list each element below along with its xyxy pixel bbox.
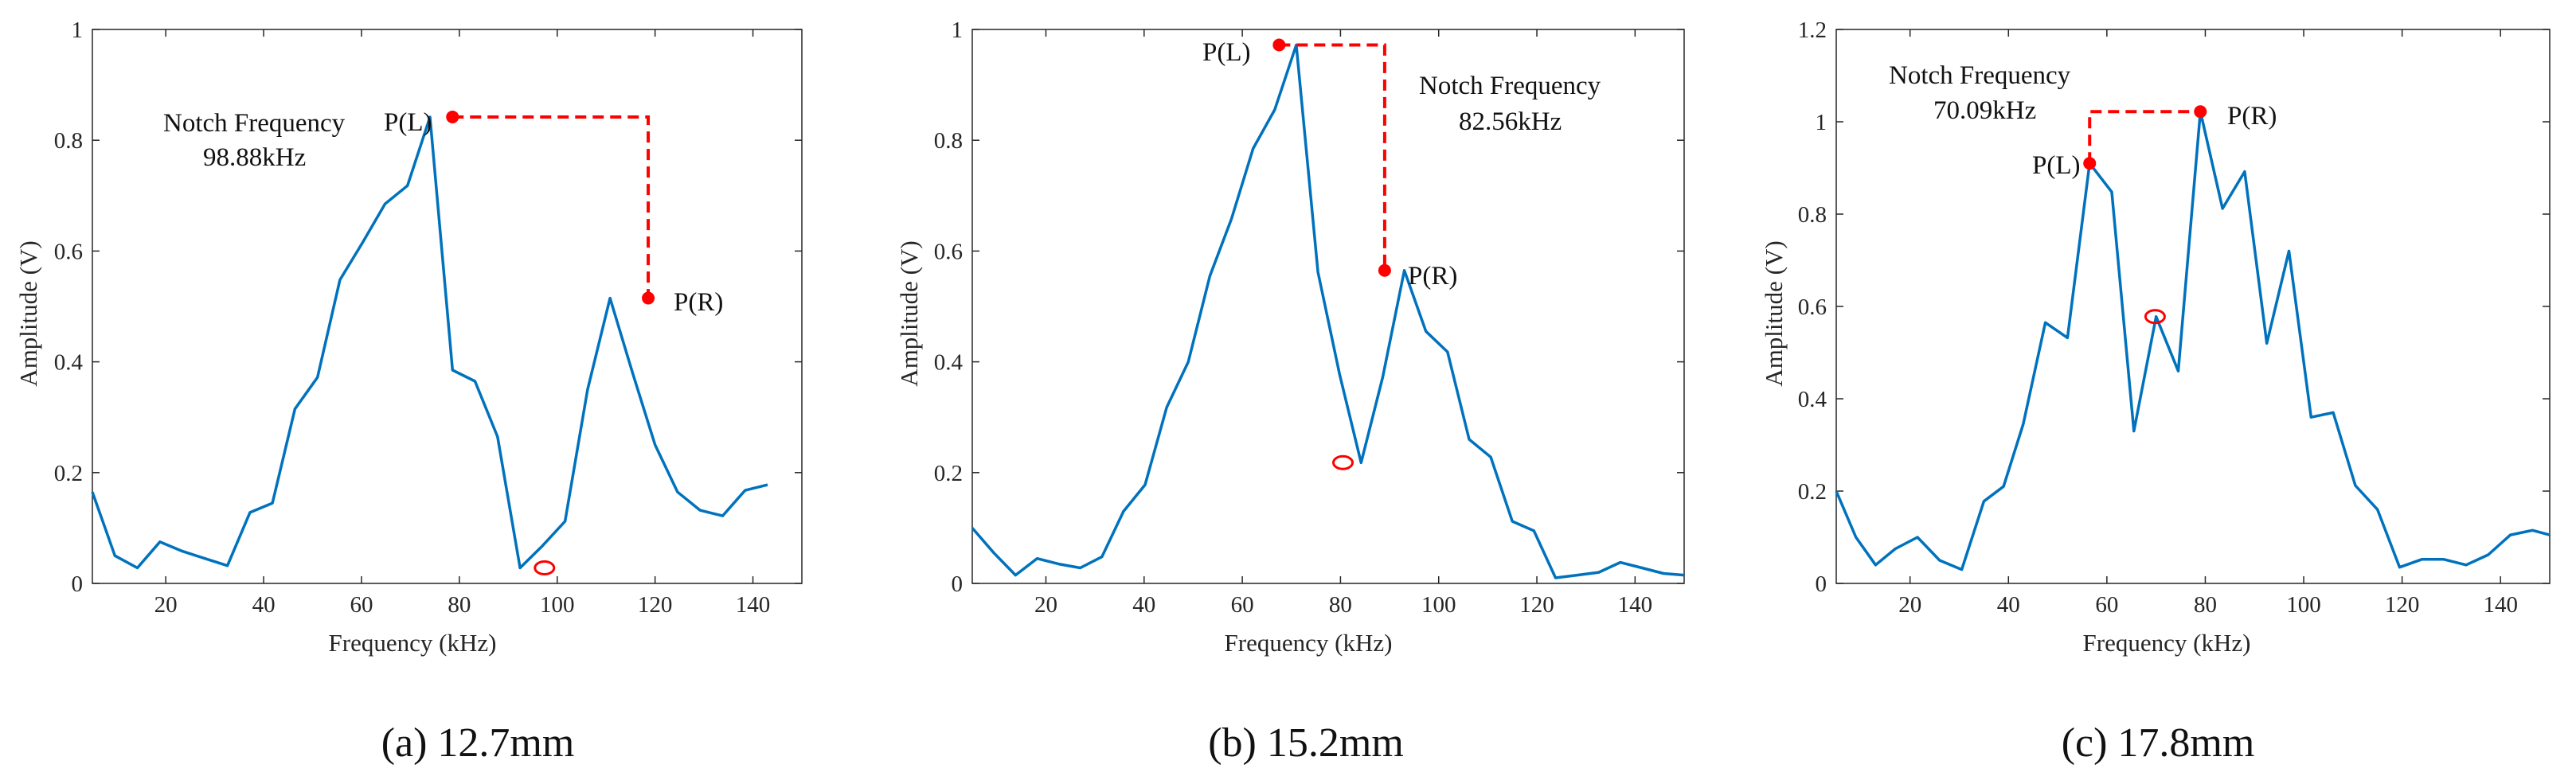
- chart-c-y-tick-label: 0.6: [1798, 294, 1827, 320]
- chart-a-series-line: [91, 115, 768, 570]
- chart-c-notch-marker: [2144, 309, 2166, 325]
- chart-b-x-tick-label: 100: [1421, 592, 1456, 618]
- chart-b-notch-frequency-value: 82.56kHz: [1459, 107, 1562, 136]
- chart-b-x-tick-label: 140: [1618, 592, 1653, 618]
- chart-c-y-tick-label: 0.2: [1798, 479, 1827, 505]
- chart-a-plot-area: 20 40 60 80 100 120 140 0 0.2 0.4 0.6 0.8 1: [54, 18, 803, 618]
- chart-c-x-tick-label: 120: [2385, 592, 2420, 618]
- chart-b-y-tick-label: 0.2: [934, 461, 963, 486]
- chart-b-y-tick-label: 0.8: [934, 128, 963, 154]
- chart-b-x-tick-label: 60: [1231, 592, 1254, 618]
- chart-b-plot-area: 20 40 60 80 100 120 140 0 0.2 0.4 0.6 0.8 1: [934, 18, 1685, 618]
- chart-b-y-axis-label: Amplitude (V): [895, 240, 923, 386]
- chart-a-peak-left-marker: [446, 110, 459, 123]
- chart-c-y-tick-label: 0: [1816, 571, 1827, 597]
- chart-a-y-tick-label: 1: [72, 18, 84, 43]
- chart-c-y-axis-label: Amplitude (V): [1760, 240, 1788, 386]
- chart-a-y-tick-label: 0.8: [54, 128, 83, 154]
- chart-a-notch-frequency-label: Notch Frequency: [163, 109, 346, 138]
- chart-a-x-tick-label: 80: [448, 592, 471, 618]
- chart-b-x-tick-label: 20: [1034, 592, 1057, 618]
- chart-a-notch-marker: [534, 560, 556, 576]
- chart-b-caption: (b) 15.2mm: [1208, 720, 1404, 766]
- chart-c-notch-frequency-label: Notch Frequency: [1889, 61, 2071, 90]
- chart-b-x-tick-label: 80: [1329, 592, 1352, 618]
- chart-c-x-tick-label: 140: [2483, 592, 2518, 618]
- chart-a-x-axis-label: Frequency (kHz): [329, 629, 497, 657]
- chart-a-x-tick-label: 140: [736, 592, 771, 618]
- chart-c-y-tick-label: 0.8: [1798, 202, 1827, 228]
- chart-a-y-tick-label: 0.4: [54, 350, 84, 376]
- chart-a-peak-right-marker: [642, 291, 655, 305]
- chart-c-x-axis-label: Frequency (kHz): [2083, 629, 2251, 657]
- chart-c-plot-area: 20 40 60 80 100 120 140 0 0.2 0.4 0.6 0.8 1 1.2: [1798, 18, 2551, 618]
- chart-b-peak-left-marker: [1272, 38, 1286, 52]
- chart-c-y-tick-label: 1: [1816, 110, 1827, 135]
- chart-b-notch-bracket: [1279, 43, 1386, 271]
- chart-a-notch-frequency-value: 98.88kHz: [203, 143, 306, 172]
- chart-a-y-tick-label: 0.2: [54, 461, 83, 486]
- chart-b-y-tick-label: 0: [952, 571, 964, 597]
- chart-c-notch-bracket: [2088, 110, 2201, 164]
- chart-c-x-tick-label: 80: [2194, 592, 2217, 618]
- chart-a-y-tick-label: 0.6: [54, 239, 83, 264]
- chart-b-x-axis-label: Frequency (kHz): [1225, 629, 1393, 657]
- chart-b-peak-left-label: P(L): [1202, 38, 1251, 67]
- chart-c-x-tick-label: 40: [1997, 592, 2020, 618]
- chart-c-peak-left-label: P(L): [2032, 151, 2081, 180]
- chart-a-notch-bracket: [452, 115, 651, 298]
- chart-a-caption: (a) 12.7mm: [381, 720, 575, 766]
- chart-b-notch-marker: [1331, 454, 1354, 470]
- chart-a-x-tick-label: 60: [350, 592, 373, 618]
- chart-c-peak-right-label: P(R): [2227, 102, 2277, 131]
- chart-a-y-axis-label: Amplitude (V): [14, 240, 42, 386]
- chart-b-peak-right-marker: [1378, 263, 1391, 277]
- chart-c-series-line: [1835, 110, 2551, 571]
- chart-a-x-tick-label: 40: [252, 592, 276, 618]
- chart-c-x-tick-label: 20: [1898, 592, 1921, 618]
- chart-a-x-tick-label: 100: [540, 592, 575, 618]
- chart-a-peak-right-label: P(R): [674, 288, 723, 317]
- chart-a-peak-left-label: P(L): [384, 108, 432, 137]
- chart-b-y-tick-label: 0.4: [934, 350, 964, 376]
- chart-c: 20 40 60 80 100 120 140 0 0.2 0.4 0.6 0.8 1 1.2 Notch…: [1760, 18, 2551, 766]
- chart-b-peak-right-label: P(R): [1408, 262, 1457, 291]
- chart-a-x-tick-label: 120: [638, 592, 673, 618]
- chart-c-peak-right-marker: [2194, 105, 2207, 119]
- chart-b-notch-frequency-label: Notch Frequency: [1419, 72, 1601, 100]
- chart-c-x-tick-label: 60: [2095, 592, 2118, 618]
- chart-b-x-tick-label: 40: [1132, 592, 1155, 618]
- chart-b-y-tick-label: 0.6: [934, 239, 963, 264]
- chart-a-x-tick-label: 20: [154, 592, 178, 618]
- chart-b-axes-box: [971, 29, 1685, 584]
- chart-a-axes-box: [92, 29, 803, 584]
- chart-c-y-tick-label: 0.4: [1798, 387, 1827, 412]
- chart-b-x-tick-label: 120: [1519, 592, 1554, 618]
- chart-c-caption: (c) 17.8mm: [2062, 720, 2255, 766]
- chart-c-peak-left-marker: [2083, 157, 2097, 170]
- chart-a-y-tick-label: 0: [72, 571, 84, 597]
- chart-c-y-tick-label: 1.2: [1798, 18, 1827, 43]
- chart-b: 20 40 60 80 100 120 140 0 0.2 0.4 0.6 0.8 1 Notch Fr…: [895, 18, 1685, 766]
- chart-c-x-tick-label: 100: [2286, 592, 2321, 618]
- chart-a: 20 40 60 80 100 120 140 0 0.2 0.4 0.6 0.8 1 Notch Fr…: [14, 18, 803, 766]
- chart-c-notch-frequency-value: 70.09kHz: [1933, 96, 2036, 125]
- chart-b-y-tick-label: 1: [952, 18, 964, 43]
- chart-b-series-line: [971, 43, 1685, 579]
